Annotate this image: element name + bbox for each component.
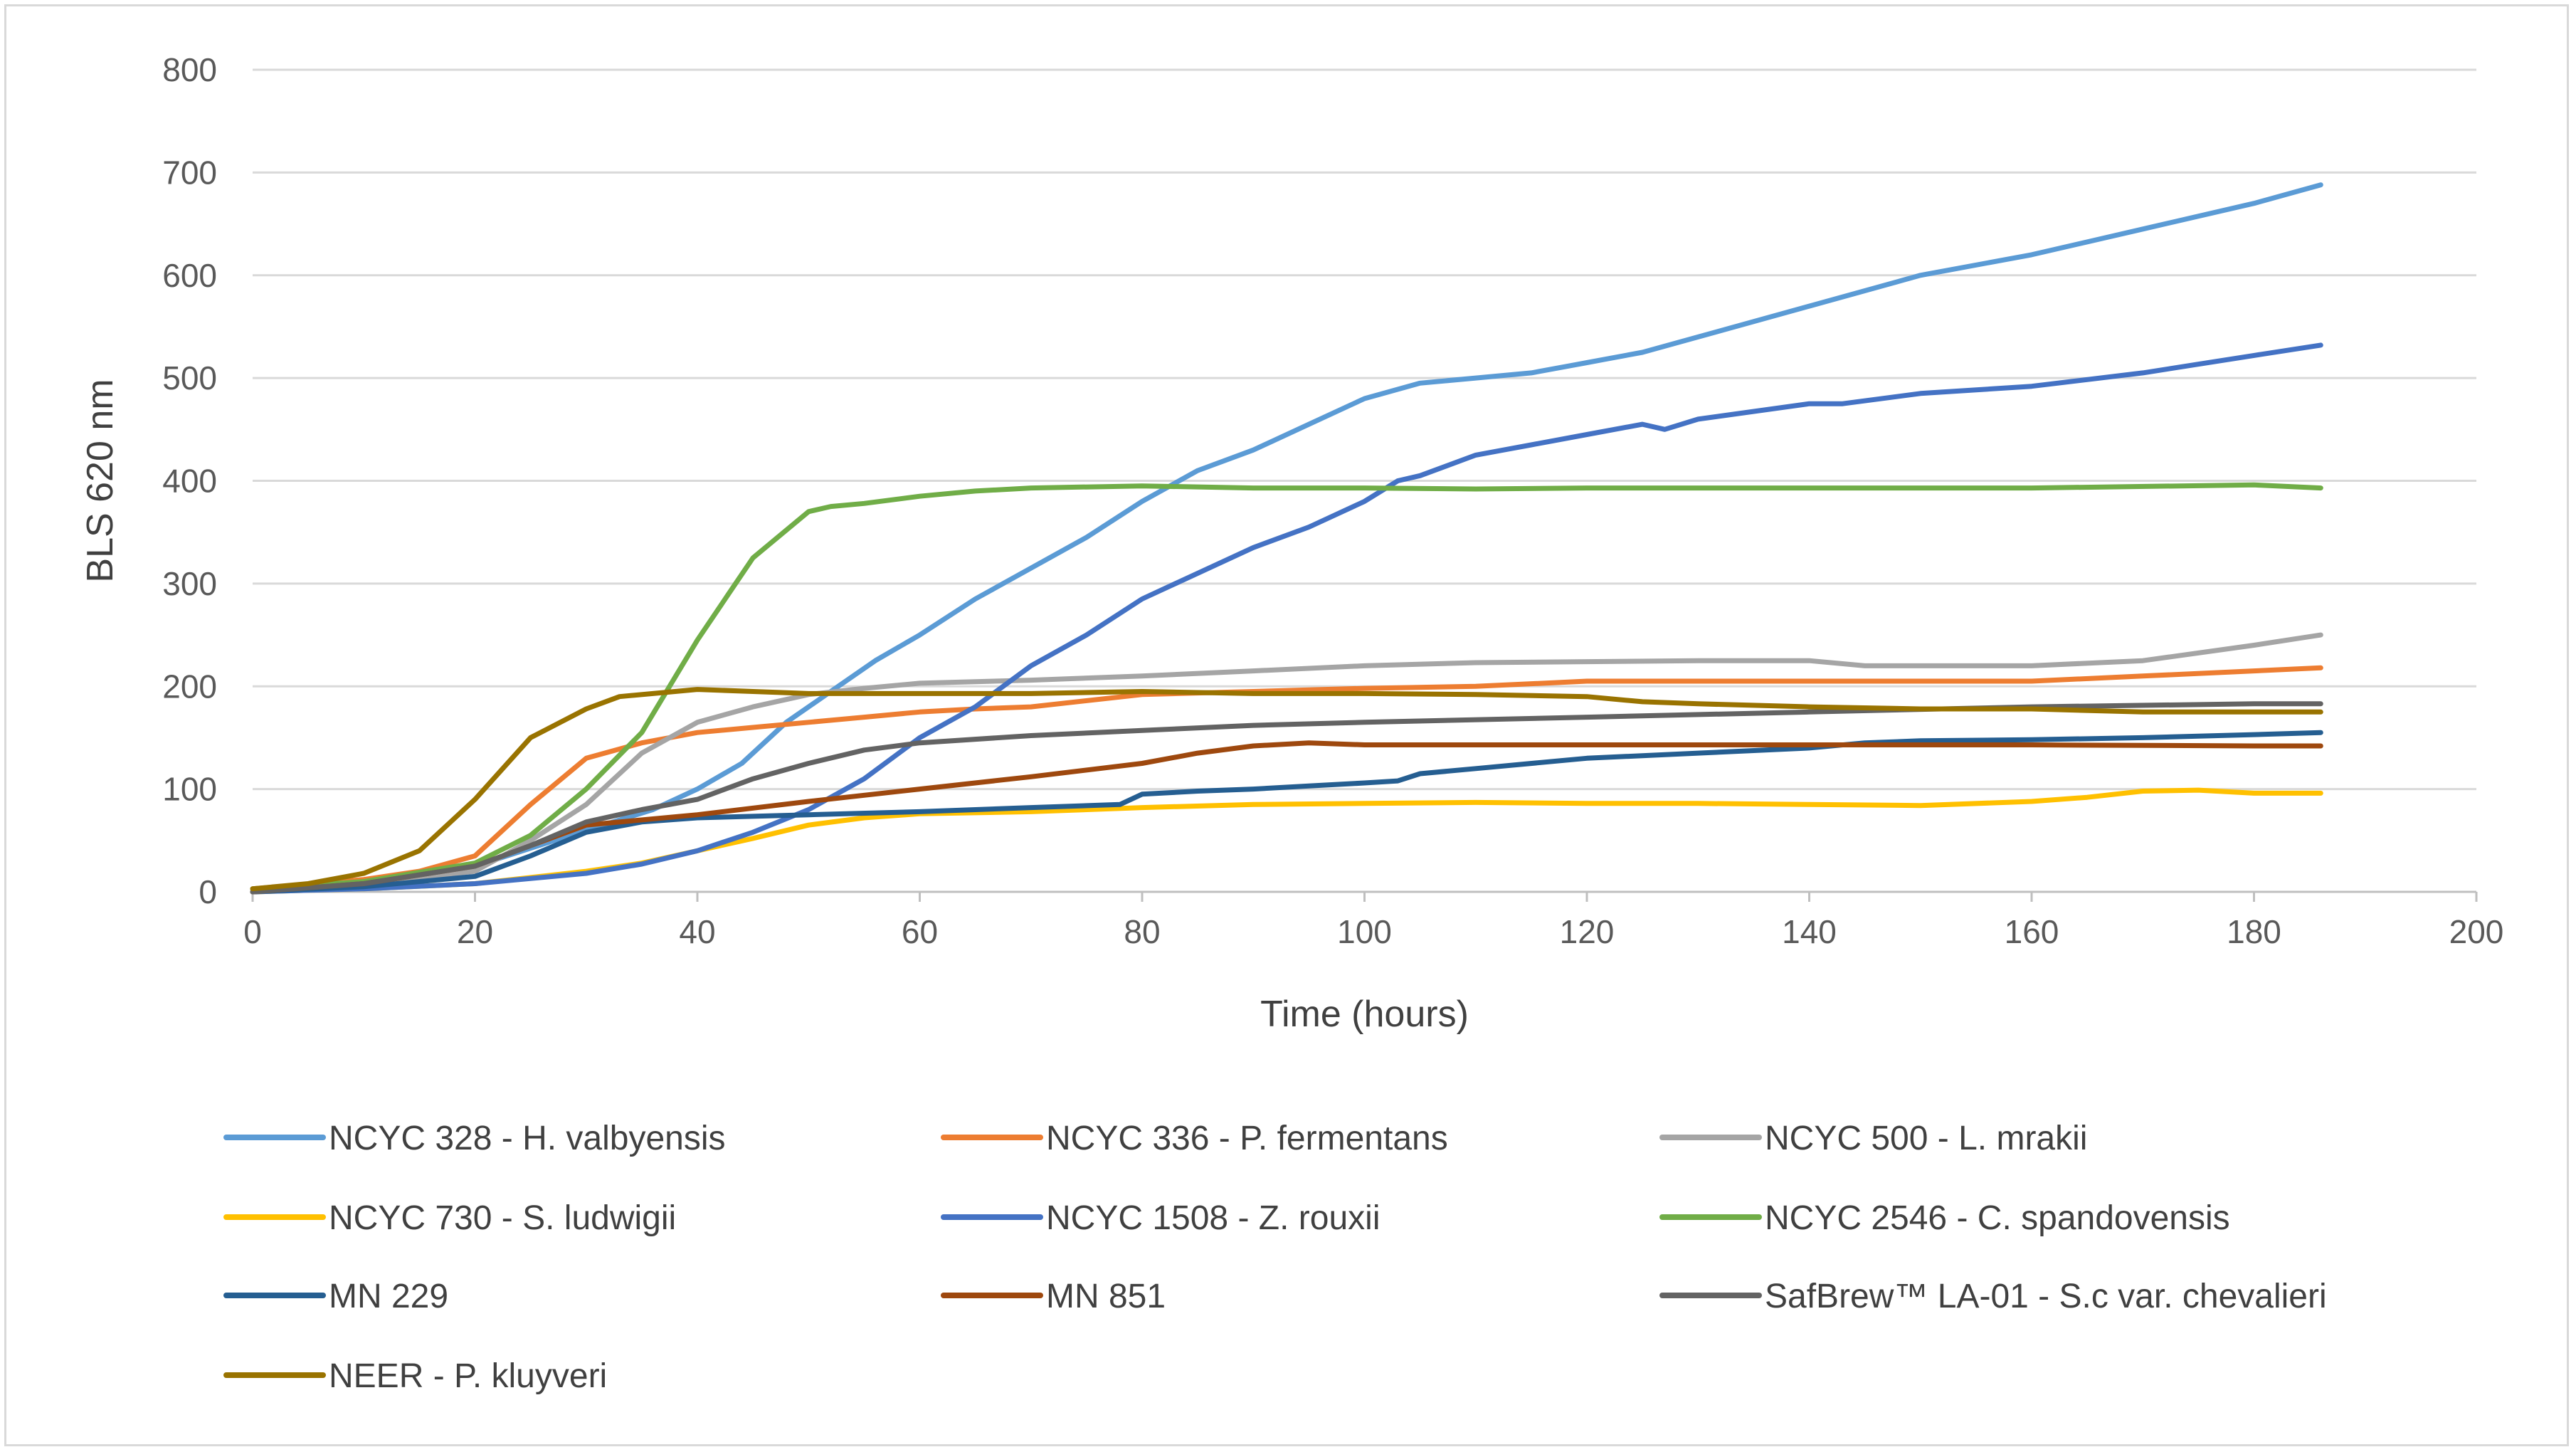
x-tick-label: 160 bbox=[2005, 913, 2059, 950]
y-tick-label: 600 bbox=[162, 257, 217, 294]
series-line-9 bbox=[250, 701, 2323, 895]
legend-label: NCYC 328 - H. valbyensis bbox=[329, 1120, 726, 1157]
series-line-10 bbox=[250, 687, 2323, 892]
x-tick-label: 0 bbox=[243, 913, 262, 950]
x-tick-label: 40 bbox=[679, 913, 715, 950]
legend-label: MN 229 bbox=[329, 1278, 448, 1315]
series-line-6 bbox=[250, 482, 2323, 892]
series-line-5 bbox=[250, 342, 2323, 895]
x-tick-label: 60 bbox=[902, 913, 938, 950]
y-tick-label: 400 bbox=[162, 463, 217, 500]
y-tick-label: 300 bbox=[162, 565, 217, 602]
x-tick-label: 200 bbox=[2449, 913, 2504, 950]
y-tick-label: 500 bbox=[162, 359, 217, 396]
legend-label: SafBrew™ LA-01 - S.c var. chevalieri bbox=[1765, 1278, 2327, 1315]
x-tick-label: 100 bbox=[1337, 913, 1392, 950]
legend-label: NCYC 730 - S. ludwigii bbox=[329, 1199, 676, 1237]
series-line-2 bbox=[250, 665, 2323, 892]
legend-label: NCYC 2546 - C. spandovensis bbox=[1765, 1199, 2230, 1237]
y-tick-label: 200 bbox=[162, 668, 217, 705]
legend-label: MN 851 bbox=[1046, 1278, 1166, 1315]
x-tick-label: 20 bbox=[457, 913, 493, 950]
tick-labels: 0 100 200 300 400 500 600 700 800 0 20 40 60 80 100 120… bbox=[162, 51, 2503, 950]
legend-label: NCYC 500 - L. mrakii bbox=[1765, 1120, 2087, 1157]
legend-label: NEER - P. kluyveri bbox=[329, 1357, 607, 1395]
y-tick-label: 800 bbox=[162, 51, 217, 88]
series-line-1 bbox=[250, 182, 2323, 895]
x-tick-label: 140 bbox=[1782, 913, 1837, 950]
y-axis-title: BLS 620 nm bbox=[80, 379, 121, 582]
legend-label: NCYC 1508 - Z. rouxii bbox=[1046, 1199, 1380, 1237]
x-axis-title: Time (hours) bbox=[1260, 994, 1469, 1035]
y-tick-label: 100 bbox=[162, 771, 217, 808]
series-line-7 bbox=[250, 730, 2323, 895]
y-tick-label: 700 bbox=[162, 154, 217, 191]
series-lines bbox=[250, 182, 2323, 895]
x-tick-label: 80 bbox=[1124, 913, 1160, 950]
series-line-3 bbox=[250, 632, 2323, 895]
legend-label: NCYC 336 - P. fermentans bbox=[1046, 1120, 1448, 1157]
legend: NCYC 328 - H. valbyensis NCYC 336 - P. fe… bbox=[223, 1120, 2327, 1395]
y-tick-label: 0 bbox=[199, 873, 217, 910]
x-tick-label: 120 bbox=[1560, 913, 1615, 950]
x-tick-label: 180 bbox=[2227, 913, 2281, 950]
